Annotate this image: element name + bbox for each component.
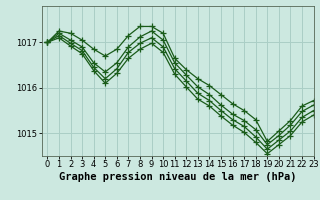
X-axis label: Graphe pression niveau de la mer (hPa): Graphe pression niveau de la mer (hPa) xyxy=(59,172,296,182)
